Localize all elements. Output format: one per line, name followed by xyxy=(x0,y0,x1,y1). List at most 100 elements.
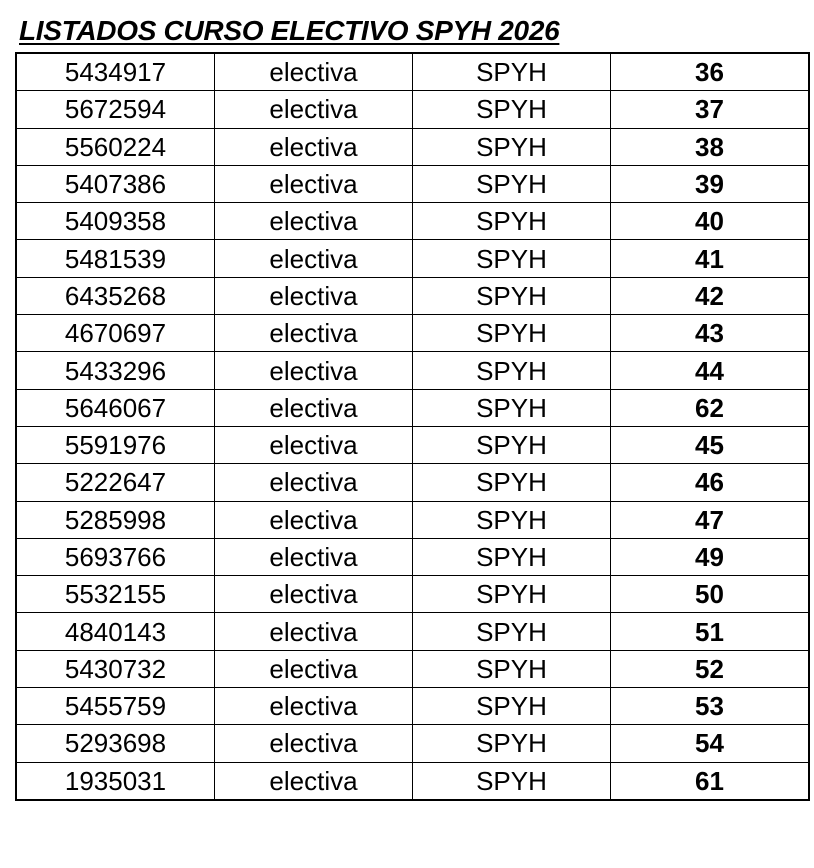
table-body: 5434917 electiva SPYH 36 5672594 electiva SPYH… xyxy=(15,52,810,801)
program-cell: SPYH xyxy=(412,575,611,614)
program-cell: SPYH xyxy=(412,761,611,801)
table-row: 5434917 electiva SPYH 36 xyxy=(15,52,810,92)
student-id-cell: 4670697 xyxy=(15,314,215,353)
number-cell: 46 xyxy=(610,463,810,502)
table-row: 5672594 electiva SPYH 37 xyxy=(15,90,810,129)
program-cell: SPYH xyxy=(412,276,611,316)
student-id-cell: 5293698 xyxy=(15,724,215,763)
table-row: 5293698 electiva SPYH 54 xyxy=(15,724,810,763)
type-cell: electiva xyxy=(214,687,413,726)
student-id-cell: 5693766 xyxy=(15,537,215,577)
student-id-cell: 5481539 xyxy=(15,239,215,278)
program-cell: SPYH xyxy=(412,425,611,465)
type-cell: electiva xyxy=(214,127,413,166)
program-cell: SPYH xyxy=(412,724,611,763)
table-row: 4670697 electiva SPYH 43 xyxy=(15,314,810,353)
program-cell: SPYH xyxy=(412,388,611,427)
program-cell: SPYH xyxy=(412,202,611,241)
table-row: 5560224 electiva SPYH 38 xyxy=(15,127,810,166)
program-cell: SPYH xyxy=(412,164,611,204)
student-id-cell: 5560224 xyxy=(15,127,215,166)
number-cell: 54 xyxy=(610,724,810,763)
type-cell: electiva xyxy=(214,52,413,92)
program-cell: SPYH xyxy=(412,463,611,502)
document-title: LISTADOS CURSO ELECTIVO SPYH 2026 xyxy=(19,15,560,46)
student-id-cell: 5672594 xyxy=(15,90,215,129)
number-cell: 49 xyxy=(610,537,810,577)
table-row: 5646067 electiva SPYH 62 xyxy=(15,388,810,427)
table-row: 5430732 electiva SPYH 52 xyxy=(15,649,810,689)
student-id-cell: 4840143 xyxy=(15,612,215,651)
number-cell: 47 xyxy=(610,500,810,539)
student-list-table: 5434917 electiva SPYH 36 5672594 electiva SPYH… xyxy=(15,52,810,801)
type-cell: electiva xyxy=(214,314,413,353)
number-cell: 39 xyxy=(610,164,810,204)
table-row: 5409358 electiva SPYH 40 xyxy=(15,202,810,241)
type-cell: electiva xyxy=(214,164,413,204)
table-row: 4840143 electiva SPYH 51 xyxy=(15,612,810,651)
type-cell: electiva xyxy=(214,90,413,129)
number-cell: 50 xyxy=(610,575,810,614)
number-cell: 42 xyxy=(610,276,810,316)
student-id-cell: 5430732 xyxy=(15,649,215,689)
program-cell: SPYH xyxy=(412,314,611,353)
type-cell: electiva xyxy=(214,537,413,577)
student-id-cell: 5591976 xyxy=(15,425,215,465)
program-cell: SPYH xyxy=(412,687,611,726)
table-row: 5532155 electiva SPYH 50 xyxy=(15,575,810,614)
student-id-cell: 5433296 xyxy=(15,351,215,390)
number-cell: 51 xyxy=(610,612,810,651)
table-row: 5455759 electiva SPYH 53 xyxy=(15,687,810,726)
number-cell: 52 xyxy=(610,649,810,689)
table-row: 5433296 electiva SPYH 44 xyxy=(15,351,810,390)
program-cell: SPYH xyxy=(412,649,611,689)
table-row: 1935031 electiva SPYH 61 xyxy=(15,761,810,801)
type-cell: electiva xyxy=(214,388,413,427)
type-cell: electiva xyxy=(214,239,413,278)
student-id-cell: 5532155 xyxy=(15,575,215,614)
type-cell: electiva xyxy=(214,612,413,651)
student-id-cell: 5434917 xyxy=(15,52,215,92)
program-cell: SPYH xyxy=(412,537,611,577)
number-cell: 36 xyxy=(610,52,810,92)
student-id-cell: 6435268 xyxy=(15,276,215,316)
type-cell: electiva xyxy=(214,575,413,614)
student-id-cell: 5222647 xyxy=(15,463,215,502)
number-cell: 38 xyxy=(610,127,810,166)
program-cell: SPYH xyxy=(412,351,611,390)
student-id-cell: 5407386 xyxy=(15,164,215,204)
program-cell: SPYH xyxy=(412,52,611,92)
table-row: 5407386 electiva SPYH 39 xyxy=(15,164,810,204)
program-cell: SPYH xyxy=(412,239,611,278)
student-id-cell: 5455759 xyxy=(15,687,215,726)
table-row: 5693766 electiva SPYH 49 xyxy=(15,537,810,577)
type-cell: electiva xyxy=(214,500,413,539)
table-row: 5481539 electiva SPYH 41 xyxy=(15,239,810,278)
table-row: 5222647 electiva SPYH 46 xyxy=(15,463,810,502)
number-cell: 44 xyxy=(610,351,810,390)
type-cell: electiva xyxy=(214,649,413,689)
table-row: 5285998 electiva SPYH 47 xyxy=(15,500,810,539)
type-cell: electiva xyxy=(214,425,413,465)
type-cell: electiva xyxy=(214,761,413,801)
type-cell: electiva xyxy=(214,276,413,316)
type-cell: electiva xyxy=(214,724,413,763)
number-cell: 37 xyxy=(610,90,810,129)
program-cell: SPYH xyxy=(412,500,611,539)
type-cell: electiva xyxy=(214,351,413,390)
number-cell: 61 xyxy=(610,761,810,801)
program-cell: SPYH xyxy=(412,127,611,166)
student-id-cell: 5646067 xyxy=(15,388,215,427)
student-id-cell: 5409358 xyxy=(15,202,215,241)
number-cell: 40 xyxy=(610,202,810,241)
type-cell: electiva xyxy=(214,202,413,241)
type-cell: electiva xyxy=(214,463,413,502)
table-row: 6435268 electiva SPYH 42 xyxy=(15,276,810,316)
student-id-cell: 1935031 xyxy=(15,761,215,801)
number-cell: 41 xyxy=(610,239,810,278)
number-cell: 62 xyxy=(610,388,810,427)
number-cell: 43 xyxy=(610,314,810,353)
student-id-cell: 5285998 xyxy=(15,500,215,539)
program-cell: SPYH xyxy=(412,90,611,129)
number-cell: 45 xyxy=(610,425,810,465)
